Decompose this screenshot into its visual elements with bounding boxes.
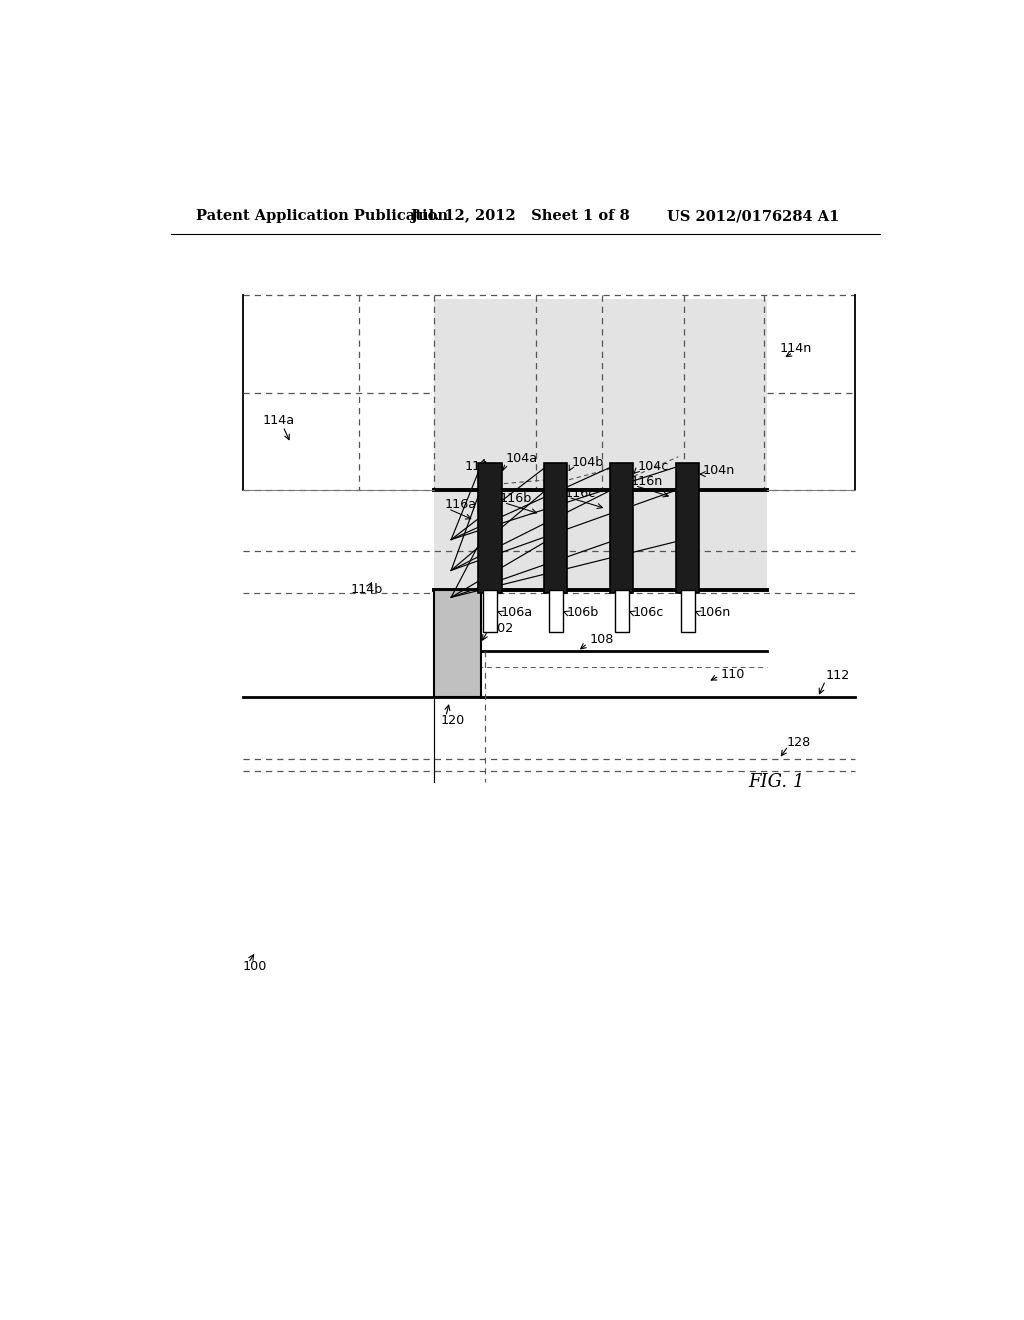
Text: 128: 128	[786, 735, 811, 748]
Text: 100: 100	[243, 961, 267, 973]
Bar	[614, 590, 629, 632]
Text: 104a: 104a	[506, 453, 538, 465]
Text: 116b: 116b	[500, 492, 532, 506]
Text: 114b: 114b	[350, 583, 383, 597]
Text: FIG. 1: FIG. 1	[748, 774, 805, 791]
Bar	[544, 462, 567, 594]
Text: 104b: 104b	[571, 455, 604, 469]
Text: 104c: 104c	[637, 459, 669, 473]
Text: 102: 102	[489, 622, 514, 635]
Bar	[478, 462, 502, 594]
Text: 114c: 114c	[465, 459, 497, 473]
Bar	[681, 590, 694, 632]
Bar	[434, 300, 767, 590]
Text: 114n: 114n	[780, 342, 812, 355]
Text: 116a: 116a	[444, 499, 476, 511]
Text: 120: 120	[440, 714, 465, 727]
Text: 106a: 106a	[501, 606, 532, 619]
Bar	[483, 590, 497, 632]
Bar	[676, 462, 699, 594]
Text: 110: 110	[721, 668, 745, 681]
Text: 108: 108	[589, 634, 613, 647]
Text: 106b: 106b	[566, 606, 599, 619]
Bar	[549, 590, 563, 632]
Bar	[434, 590, 480, 697]
Text: 106c: 106c	[633, 606, 664, 619]
Text: 116n: 116n	[631, 475, 664, 488]
Bar	[610, 462, 633, 594]
Text: 112: 112	[825, 669, 850, 682]
Text: 104n: 104n	[703, 463, 735, 477]
Text: US 2012/0176284 A1: US 2012/0176284 A1	[667, 209, 839, 223]
Text: 116c: 116c	[564, 487, 596, 500]
Text: 106n: 106n	[698, 606, 731, 619]
Text: Patent Application Publication: Patent Application Publication	[197, 209, 449, 223]
Text: 114a: 114a	[263, 413, 295, 426]
Text: Jul. 12, 2012   Sheet 1 of 8: Jul. 12, 2012 Sheet 1 of 8	[411, 209, 630, 223]
